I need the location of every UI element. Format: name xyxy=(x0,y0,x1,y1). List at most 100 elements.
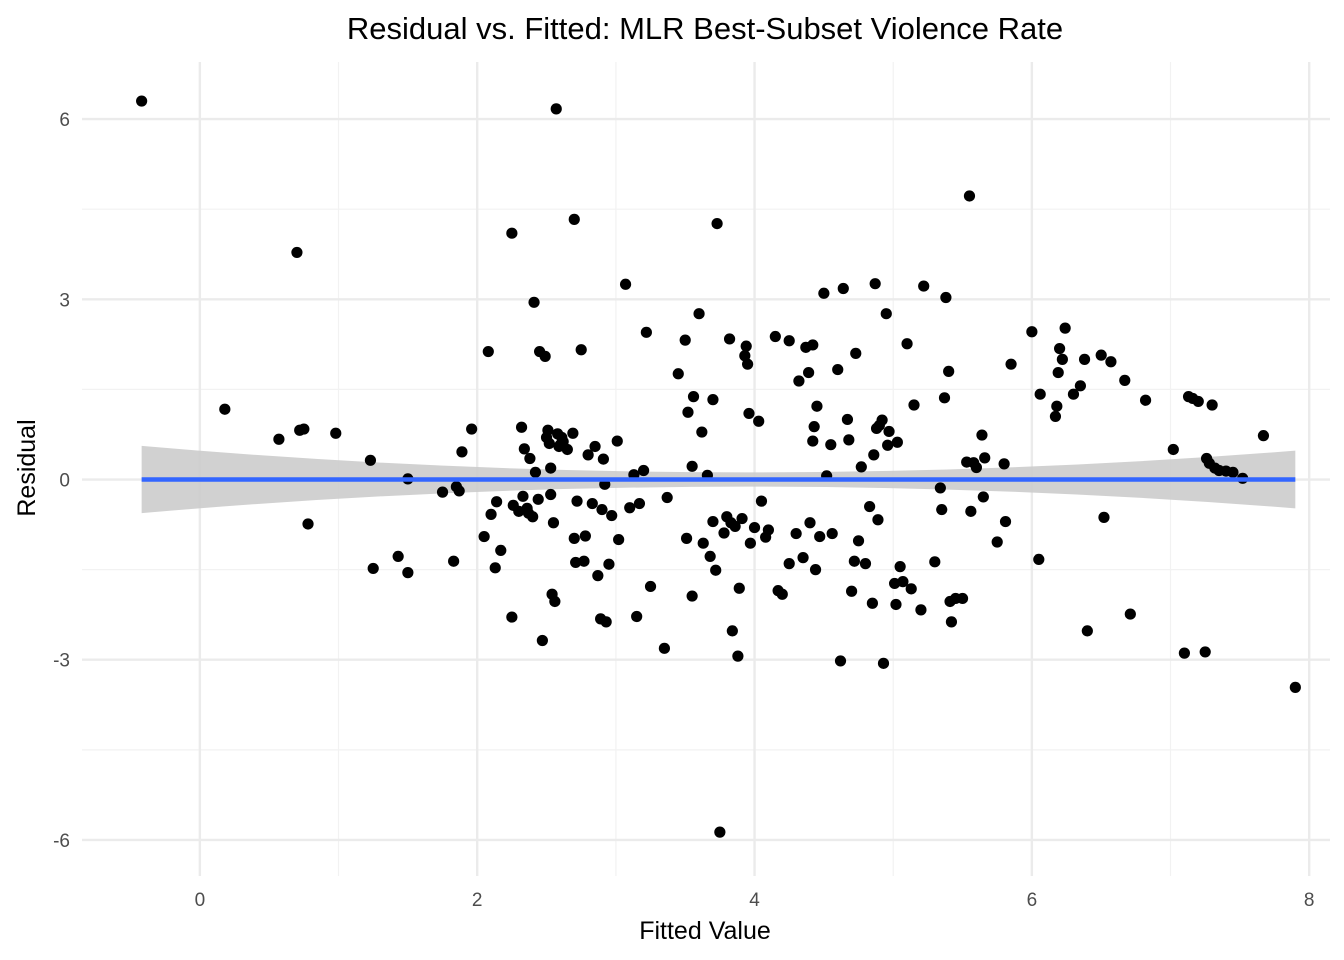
residual-point xyxy=(814,530,826,543)
residual-point xyxy=(783,558,795,570)
residual-point xyxy=(571,495,583,507)
residual-point xyxy=(542,424,554,436)
residual-point xyxy=(1026,326,1038,338)
residual-point xyxy=(624,502,636,514)
residual-point xyxy=(672,368,684,380)
residual-point xyxy=(613,533,625,546)
residual-point xyxy=(687,391,700,403)
residual-point xyxy=(743,407,755,420)
residual-point xyxy=(726,625,738,637)
residual-point xyxy=(697,537,709,549)
residual-point xyxy=(611,435,623,447)
residual-point xyxy=(999,515,1012,528)
residual-point xyxy=(466,423,478,435)
y-axis-title: Residual xyxy=(13,419,41,516)
residual-point xyxy=(970,461,983,474)
residual-point xyxy=(570,556,582,569)
residual-point xyxy=(897,576,909,588)
x-tick-label: 2 xyxy=(472,890,483,911)
x-axis-title: Fitted Value xyxy=(639,917,771,945)
residual-point xyxy=(547,517,560,529)
residual-point xyxy=(485,508,497,520)
residual-point xyxy=(506,227,518,239)
residual-point xyxy=(1105,356,1117,368)
residual-point xyxy=(918,280,930,292)
residual-point xyxy=(732,650,744,662)
residual-point xyxy=(579,530,591,542)
residual-point xyxy=(834,655,847,667)
residual-point xyxy=(1051,400,1063,412)
residual-point xyxy=(302,518,314,530)
residual-point xyxy=(1167,443,1179,456)
residual-point xyxy=(753,415,765,427)
residual-point xyxy=(866,597,879,609)
residual-point xyxy=(837,282,849,295)
residual-point xyxy=(606,509,618,522)
residual-point xyxy=(686,460,698,472)
residual-point xyxy=(807,339,819,351)
residual-point xyxy=(742,358,754,370)
residual-point xyxy=(575,344,587,356)
residual-point xyxy=(890,598,902,611)
residual-point xyxy=(740,340,752,352)
residual-point xyxy=(436,486,449,498)
residual-point xyxy=(868,449,880,461)
residual-point xyxy=(908,399,920,411)
residual-point xyxy=(448,555,460,567)
residual-point xyxy=(938,392,951,404)
residual-point xyxy=(640,326,652,338)
residual-point xyxy=(915,604,927,616)
residual-point xyxy=(1192,395,1204,408)
residual-point xyxy=(1033,553,1045,566)
residual-point xyxy=(543,437,555,450)
residual-point xyxy=(841,413,854,426)
residual-point xyxy=(769,330,781,343)
residual-point xyxy=(582,449,594,461)
residual-point xyxy=(736,512,748,525)
residual-point xyxy=(943,365,955,377)
residual-point xyxy=(367,562,379,575)
residual-point xyxy=(568,532,580,544)
residual-point xyxy=(710,564,722,576)
residual-point xyxy=(1098,511,1110,523)
residual-point xyxy=(762,524,775,536)
residual-point xyxy=(963,190,976,202)
residual-point xyxy=(568,213,580,225)
residual-point xyxy=(945,616,958,628)
residual-point xyxy=(631,610,643,623)
residual-point xyxy=(869,278,881,290)
residual-point xyxy=(1178,647,1190,659)
residual-point xyxy=(808,421,820,433)
residual-point xyxy=(1095,349,1107,361)
residual-point xyxy=(1067,388,1080,400)
residual-point xyxy=(883,425,895,438)
residual-point xyxy=(536,634,548,647)
residual-point xyxy=(696,426,708,438)
residual-point xyxy=(729,520,741,532)
residual-point xyxy=(739,350,751,362)
y-tick-label: 6 xyxy=(59,110,70,131)
residual-point xyxy=(273,433,285,445)
residual-point xyxy=(809,564,822,576)
residual-point xyxy=(515,421,528,433)
residual-point xyxy=(506,611,518,623)
x-tick-label: 8 xyxy=(1304,890,1315,911)
residual-point xyxy=(527,511,539,523)
residual-point xyxy=(638,464,650,477)
residual-point xyxy=(603,558,615,570)
residual-point xyxy=(545,462,557,474)
residual-point xyxy=(793,375,805,387)
residual-point xyxy=(905,583,917,595)
residual-point xyxy=(956,592,969,605)
residual-point xyxy=(298,423,310,435)
residual-point xyxy=(1139,394,1152,406)
residual-point xyxy=(707,394,719,406)
residual-point xyxy=(644,580,657,593)
y-axis-ticks: -6 -3 0 3 6 xyxy=(53,110,70,852)
residual-point xyxy=(549,595,561,608)
residual-point xyxy=(600,616,612,628)
residual-point xyxy=(453,485,465,497)
residual-point xyxy=(1056,353,1068,365)
residual-point xyxy=(832,363,844,376)
x-tick-label: 4 xyxy=(749,890,760,911)
